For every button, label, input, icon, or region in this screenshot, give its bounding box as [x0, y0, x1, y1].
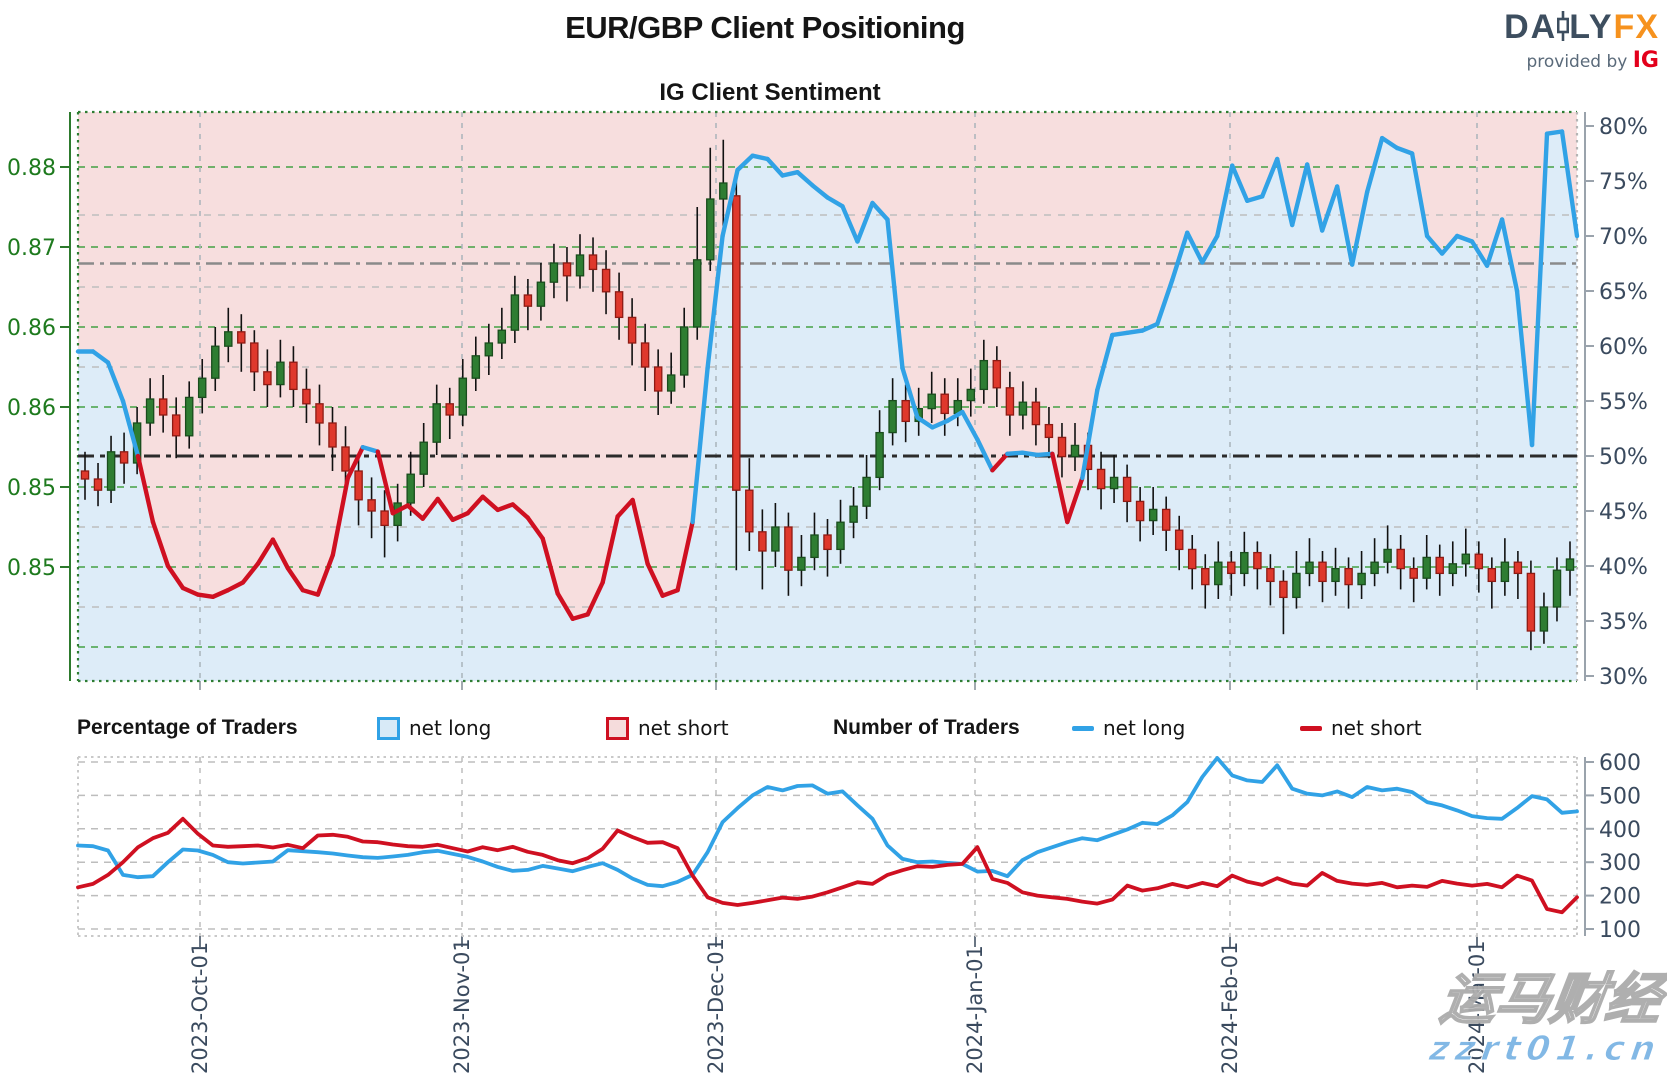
sentiment-area-fills — [78, 112, 1577, 681]
legend-number-title: Number of Traders — [833, 716, 1020, 739]
legend-pct-net-long: net long — [377, 712, 491, 744]
net-long-line-icon — [1072, 725, 1094, 731]
svg-text:2023-Nov-01: 2023-Nov-01 — [450, 938, 474, 1074]
svg-text:65%: 65% — [1599, 280, 1648, 305]
traders-net-short-line — [76, 816, 1579, 915]
svg-text:60%: 60% — [1599, 335, 1648, 360]
net-long-swatch-icon — [377, 716, 400, 740]
legend-pct-net-short: net short — [606, 712, 729, 744]
pct-axis: 80% 75% 70% 65% 60% 55% 50% 45% 40% 35% 30% — [1584, 112, 1648, 690]
logo-candlestick-icon — [1557, 11, 1570, 41]
svg-text:2023-Oct-01: 2023-Oct-01 — [188, 942, 212, 1074]
svg-text:35%: 35% — [1599, 610, 1648, 635]
traders-net-long-line — [76, 756, 1579, 889]
svg-text:600: 600 — [1599, 751, 1641, 776]
legend-num-net-long: net long — [1072, 712, 1185, 744]
svg-text:40%: 40% — [1599, 555, 1648, 580]
page-title: EUR/GBP Client Positioning — [565, 10, 965, 45]
price-axis: 0.88 0.87 0.86 0.86 0.85 0.85 — [7, 112, 71, 681]
svg-text:2024-Mar-01: 2024-Mar-01 — [1465, 940, 1489, 1074]
svg-text:400: 400 — [1599, 818, 1641, 843]
svg-text:0.85: 0.85 — [7, 476, 56, 501]
svg-text:0.88: 0.88 — [7, 156, 56, 181]
svg-text:2024-Feb-01: 2024-Feb-01 — [1218, 941, 1242, 1074]
sentiment-line — [75, 129, 1580, 621]
logo-text-da: DA — [1504, 8, 1558, 46]
svg-text:55%: 55% — [1599, 390, 1648, 415]
svg-text:300: 300 — [1599, 851, 1641, 876]
legend: Percentage of Traders net long net short… — [0, 712, 1667, 748]
legend-num-net-short: net short — [1300, 712, 1422, 744]
svg-text:500: 500 — [1599, 784, 1641, 809]
traders-grid — [77, 756, 1578, 947]
provided-by-text: provided by — [1526, 52, 1628, 72]
logo-text-fx: FX — [1613, 8, 1659, 46]
logo-text-ly: LY — [1569, 8, 1614, 46]
logo-provided-by: provided by IG — [1384, 48, 1659, 73]
svg-text:2023-Dec-01: 2023-Dec-01 — [704, 938, 728, 1074]
traders-series — [76, 756, 1579, 915]
svg-text:80%: 80% — [1599, 115, 1648, 140]
svg-text:0.85: 0.85 — [7, 556, 56, 581]
main-grid — [76, 110, 1579, 690]
chart-subtitle: IG Client Sentiment — [659, 79, 881, 106]
svg-text:200: 200 — [1599, 885, 1641, 910]
svg-text:30%: 30% — [1599, 665, 1648, 690]
svg-text:2024-Jan-01: 2024-Jan-01 — [963, 945, 987, 1074]
svg-text:70%: 70% — [1599, 225, 1648, 250]
net-short-line-icon — [1300, 725, 1322, 731]
x-axis-labels: 2023-Oct-01 2023-Nov-01 2023-Dec-01 2024-Ja… — [188, 938, 1489, 1074]
svg-text:45%: 45% — [1599, 500, 1648, 525]
ig-logo: IG — [1632, 48, 1659, 73]
legend-percentage-title: Percentage of Traders — [77, 716, 298, 739]
svg-text:0.87: 0.87 — [7, 236, 56, 261]
net-short-swatch-icon — [606, 716, 629, 740]
price-candles — [80, 139, 1575, 651]
dailyfx-logo: DA LYFX — [1384, 8, 1659, 47]
svg-text:75%: 75% — [1599, 170, 1648, 195]
svg-text:50%: 50% — [1599, 445, 1648, 470]
svg-text:0.86: 0.86 — [7, 316, 56, 341]
svg-text:0.86: 0.86 — [7, 396, 56, 421]
traders-axis: 600 500 400 300 200 100 — [1584, 751, 1641, 943]
svg-text:100: 100 — [1599, 918, 1641, 943]
